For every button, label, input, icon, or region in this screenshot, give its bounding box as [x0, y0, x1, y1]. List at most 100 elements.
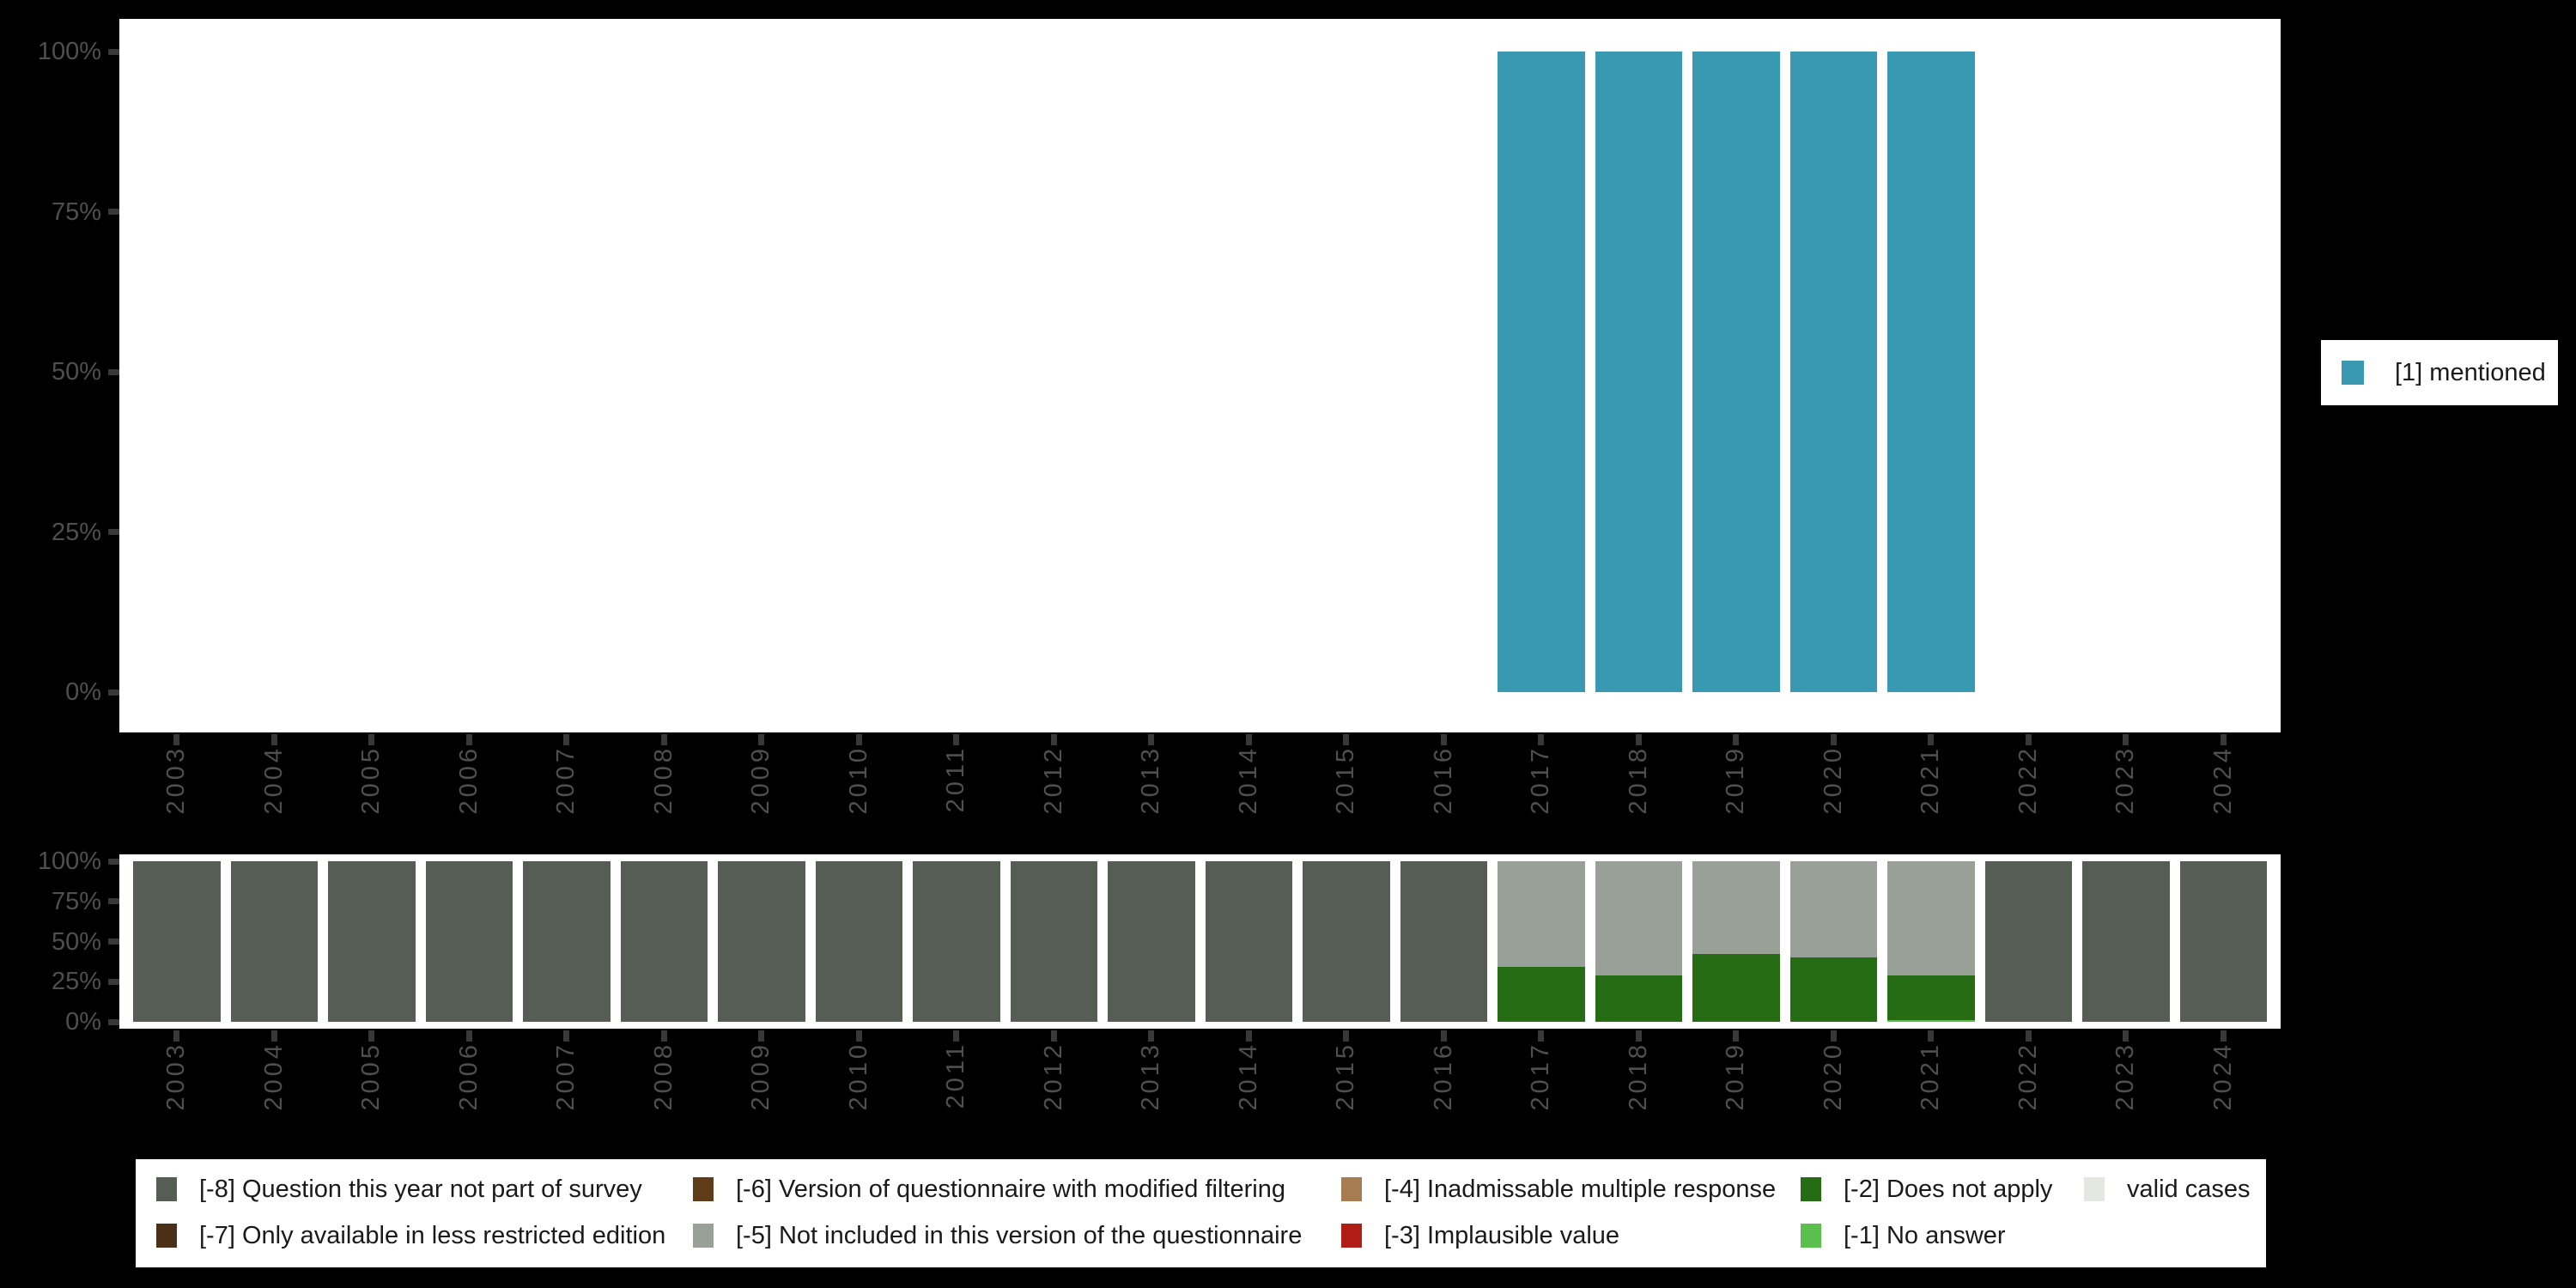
year-text: 2013 — [1137, 1042, 1165, 1111]
top-chart-bars — [128, 52, 2272, 692]
year-text: 2015 — [1332, 745, 1360, 815]
top-year-label-2010: 2010 — [816, 745, 902, 838]
legend-missing-values: [-8] Question this year not part of surv… — [136, 1159, 2266, 1267]
bottom-year-label-2019: 2019 — [1693, 1042, 1779, 1134]
legend-label: [-1] No answer — [1844, 1221, 2006, 1249]
bar-2017--2-does-not-apply — [1498, 967, 1585, 1022]
legend-item--3-implausible-value: [-3] Implausible value — [1341, 1221, 1620, 1249]
year-text: 2018 — [1624, 1042, 1652, 1111]
x-tick-2017 — [1538, 1030, 1545, 1042]
x-tick-2009 — [758, 734, 765, 745]
bar-2018--2-does-not-apply — [1595, 975, 1682, 1022]
x-tick-2022 — [2025, 734, 2032, 745]
bottom-year-label-2021: 2021 — [1888, 1042, 1974, 1134]
bar-2024--8-question-this-year-not-part-of-survey — [2179, 861, 2267, 1022]
x-tick-2005 — [368, 1030, 375, 1042]
legend-label: [-2] Does not apply — [1844, 1175, 2053, 1203]
year-text: 2017 — [1527, 1042, 1555, 1111]
year-text: 2023 — [2111, 1042, 2140, 1111]
y-tick-label: 25% — [51, 968, 101, 996]
mentioned-label: [1] mentioned — [2395, 358, 2546, 386]
x-tick-2006 — [465, 734, 472, 745]
x-tick-2021 — [1928, 734, 1935, 745]
bar-slot-2017 — [1492, 861, 1590, 1022]
top-year-label-2020: 2020 — [1790, 745, 1876, 838]
legend-swatch — [1801, 1177, 1821, 1201]
y-tick-label: 0% — [65, 1008, 101, 1036]
legend-swatch — [156, 1177, 177, 1201]
bar-slot-2007 — [518, 861, 616, 1022]
x-tick-2013 — [1148, 1030, 1155, 1042]
y-tick — [108, 858, 119, 865]
top-year-label-2007: 2007 — [524, 745, 610, 838]
y-tick-label: 50% — [51, 358, 101, 386]
top-year-label-2023: 2023 — [2083, 745, 2169, 838]
year-text: 2016 — [1429, 745, 1457, 815]
year-text: 2008 — [649, 745, 677, 815]
legend-label: [-7] Only available in less restricted e… — [199, 1221, 666, 1249]
year-text: 2017 — [1527, 745, 1555, 815]
top-year-label-2009: 2009 — [719, 745, 805, 838]
legend-item--2-does-not-apply: [-2] Does not apply — [1801, 1175, 2053, 1203]
bar-slot-2009 — [713, 861, 811, 1022]
legend-label: [-4] Inadmissable multiple response — [1384, 1175, 1777, 1203]
y-tick — [108, 898, 119, 905]
year-text: 2010 — [844, 1042, 872, 1111]
bar-slot-2014 — [1200, 52, 1298, 692]
year-text: 2021 — [1917, 745, 1945, 815]
bar-2010--8-question-this-year-not-part-of-survey — [815, 861, 902, 1022]
x-tick-2014 — [1245, 1030, 1252, 1042]
bar-2020--1-mentioned — [1789, 52, 1877, 692]
y-tick-label: 100% — [37, 848, 101, 875]
x-tick-2024 — [2220, 734, 2227, 745]
x-tick-2016 — [1440, 734, 1447, 745]
y-tick-label: 75% — [51, 887, 101, 915]
legend-label: [-3] Implausible value — [1384, 1221, 1620, 1249]
bottom-year-label-2018: 2018 — [1595, 1042, 1681, 1134]
bar-2018--5-not-included-in-this-version-of-the-questionnaire — [1595, 861, 1682, 975]
x-tick-2020 — [1830, 734, 1837, 745]
bar-slot-2016 — [1395, 52, 1493, 692]
bar-2006--8-question-this-year-not-part-of-survey — [425, 861, 513, 1022]
top-year-label-2006: 2006 — [426, 745, 512, 838]
year-text: 2008 — [649, 1042, 677, 1111]
bar-slot-2018 — [1590, 861, 1688, 1022]
bottom-year-label-2005: 2005 — [329, 1042, 415, 1134]
x-tick-2010 — [855, 1030, 862, 1042]
year-text: 2007 — [552, 745, 580, 815]
bar-slot-2010 — [811, 861, 908, 1022]
year-text: 2021 — [1917, 1042, 1945, 1111]
bar-2007--8-question-this-year-not-part-of-survey — [523, 861, 611, 1022]
bar-slot-2008 — [616, 52, 714, 692]
bar-2012--8-question-this-year-not-part-of-survey — [1010, 861, 1097, 1022]
year-text: 2006 — [454, 1042, 483, 1111]
legend-item--8-question-this-year-not-part-of-survey: [-8] Question this year not part of surv… — [156, 1176, 642, 1203]
bar-slot-2009 — [713, 52, 811, 692]
bar-2009--8-question-this-year-not-part-of-survey — [718, 861, 805, 1022]
y-tick — [108, 209, 119, 215]
top-year-label-2008: 2008 — [621, 745, 707, 838]
bar-slot-2019 — [1687, 52, 1785, 692]
legend-mentioned: [1] mentioned — [2321, 340, 2558, 405]
bar-slot-2012 — [1005, 52, 1103, 692]
bottom-year-label-2022: 2022 — [1985, 1042, 2071, 1134]
bar-2021--2-does-not-apply — [1887, 975, 1975, 1021]
x-tick-2010 — [855, 734, 862, 745]
x-tick-2014 — [1245, 734, 1252, 745]
bottom-year-label-2014: 2014 — [1206, 1042, 1291, 1134]
bar-slot-2013 — [1103, 861, 1200, 1022]
bar-slot-2020 — [1785, 52, 1883, 692]
x-tick-2020 — [1830, 1030, 1837, 1042]
bar-slot-2006 — [421, 861, 519, 1022]
bottom-year-label-2011: 2011 — [914, 1042, 999, 1134]
bottom-year-label-2013: 2013 — [1109, 1042, 1194, 1134]
y-tick-label: 75% — [51, 197, 101, 226]
bottom-year-label-2003: 2003 — [134, 1042, 220, 1134]
bar-slot-2015 — [1297, 861, 1395, 1022]
bar-slot-2012 — [1005, 861, 1103, 1022]
x-tick-2023 — [2123, 1030, 2129, 1042]
y-tick-label: 100% — [37, 38, 101, 65]
x-tick-2007 — [563, 734, 570, 745]
y-tick — [108, 48, 119, 55]
